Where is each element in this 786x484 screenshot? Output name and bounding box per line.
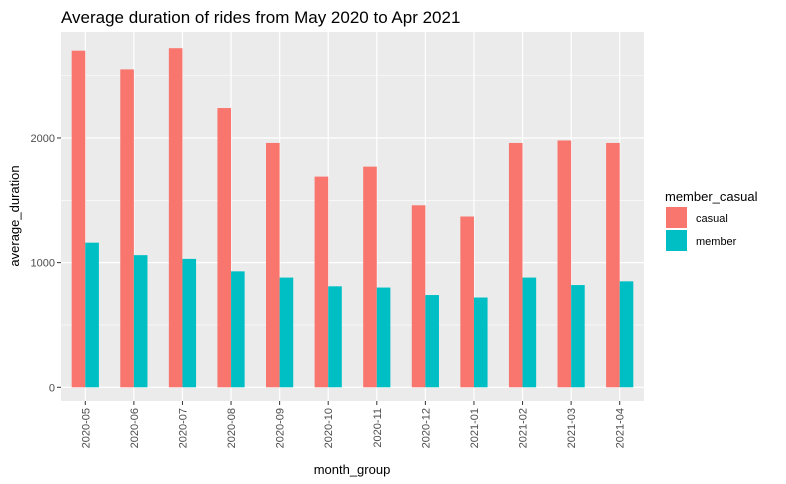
bar-member-2021-04 (619, 281, 634, 388)
x-tick-label: 2020-05 (80, 408, 92, 448)
bar-member-2020-07 (182, 258, 197, 388)
bar-member-2020-06 (133, 255, 148, 388)
bar-casual-2021-04 (606, 142, 620, 388)
legend-key-casual (666, 207, 687, 228)
x-tick-label: 2020-11 (372, 408, 384, 448)
bar-member-2020-08 (231, 271, 245, 388)
bar-member-2021-02 (522, 277, 537, 388)
bar-member-2020-09 (279, 277, 294, 388)
x-tick-label: 2020-06 (129, 408, 141, 448)
bar-member-2021-01 (473, 297, 488, 388)
x-tick-label: 2021-03 (566, 408, 578, 448)
bar-casual-2021-02 (508, 142, 523, 388)
bar-casual-2020-08 (217, 108, 232, 388)
bar-member-2020-05 (85, 242, 99, 388)
legend-label-member: member (696, 236, 737, 248)
y-tick-label: 2000 (31, 133, 55, 145)
x-tick-label: 2021-01 (469, 408, 481, 448)
y-axis-title: average_duration (7, 165, 22, 266)
y-tick-label: 0 (49, 382, 55, 394)
bars (71, 48, 634, 388)
y-tick-label: 1000 (31, 258, 55, 270)
bar-member-2020-12 (425, 295, 439, 388)
x-tick-label: 2020-12 (420, 408, 432, 448)
x-tick-label: 2020-10 (323, 408, 335, 448)
legend-key-member (666, 230, 687, 251)
x-tick-label: 2020-08 (226, 408, 238, 448)
bar-member-2021-03 (571, 285, 585, 388)
chart-title: Average duration of rides from May 2020 … (61, 8, 460, 27)
bar-casual-2020-11 (363, 166, 377, 388)
bar-casual-2020-09 (266, 142, 280, 388)
legend-title: member_casual (665, 189, 758, 204)
bar-casual-2020-06 (120, 69, 134, 388)
bar-member-2020-11 (376, 287, 391, 388)
minor-gridlines (61, 75, 644, 326)
plot-panel (61, 32, 644, 401)
bar-casual-2020-10 (314, 176, 329, 388)
x-tick-label: 2021-02 (518, 408, 530, 448)
bar-casual-2021-01 (460, 216, 474, 388)
x-axis-title: month_group (314, 462, 391, 477)
x-tick-label: 2021-04 (615, 408, 627, 448)
bar-casual-2020-07 (168, 48, 183, 388)
bar-casual-2020-05 (71, 50, 86, 388)
bar-member-2020-10 (328, 286, 342, 388)
legend-label-casual: casual (696, 213, 728, 225)
x-axis: 2020-05 2020-06 2020-07 2020-08 2020-09 2020-… (80, 401, 627, 448)
legend: member_casual casual member (665, 189, 758, 251)
x-tick-label: 2020-09 (275, 408, 287, 448)
x-tick-label: 2020-07 (177, 408, 189, 448)
y-axis: 0 1000 2000 (31, 133, 61, 394)
bar-casual-2021-03 (557, 140, 572, 388)
bar-casual-2020-12 (411, 205, 426, 388)
